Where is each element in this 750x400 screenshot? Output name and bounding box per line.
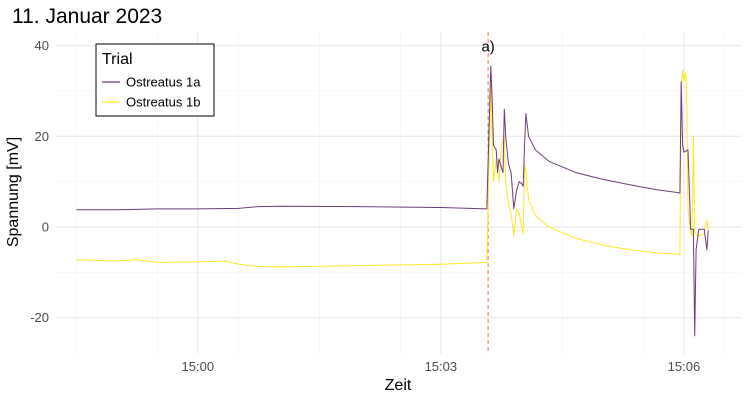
series-line-ostreatus-1a [76,65,709,337]
x-axis-ticks: 15:00 15:03 15:06 [182,359,701,374]
legend-label: Ostreatus 1a [126,75,201,90]
y-tick-label: 40 [35,38,49,53]
series-line-ostreatus-1b [76,70,709,268]
y-axis-title: Spannung [mV] [5,137,22,247]
x-tick-label: 15:03 [425,359,458,374]
y-tick-label: 0 [42,220,49,235]
x-tick-label: 15:06 [668,359,701,374]
legend-label: Ostreatus 1b [126,95,200,110]
legend-title: Trial [102,51,133,68]
x-axis-title: Zeit [385,377,412,394]
y-tick-label: 20 [35,129,49,144]
x-tick-label: 15:00 [182,359,215,374]
legend: Trial Ostreatus 1a Ostreatus 1b [95,43,215,117]
y-tick-label: -20 [30,310,49,325]
legend-box [95,43,215,117]
y-axis-ticks: -20 0 20 40 [30,38,49,325]
annotation-label: a) [481,39,494,56]
series-lines [76,65,709,337]
chart-title: 11. Januar 2023 [12,5,162,28]
legend-items: Ostreatus 1a Ostreatus 1b [102,75,201,110]
